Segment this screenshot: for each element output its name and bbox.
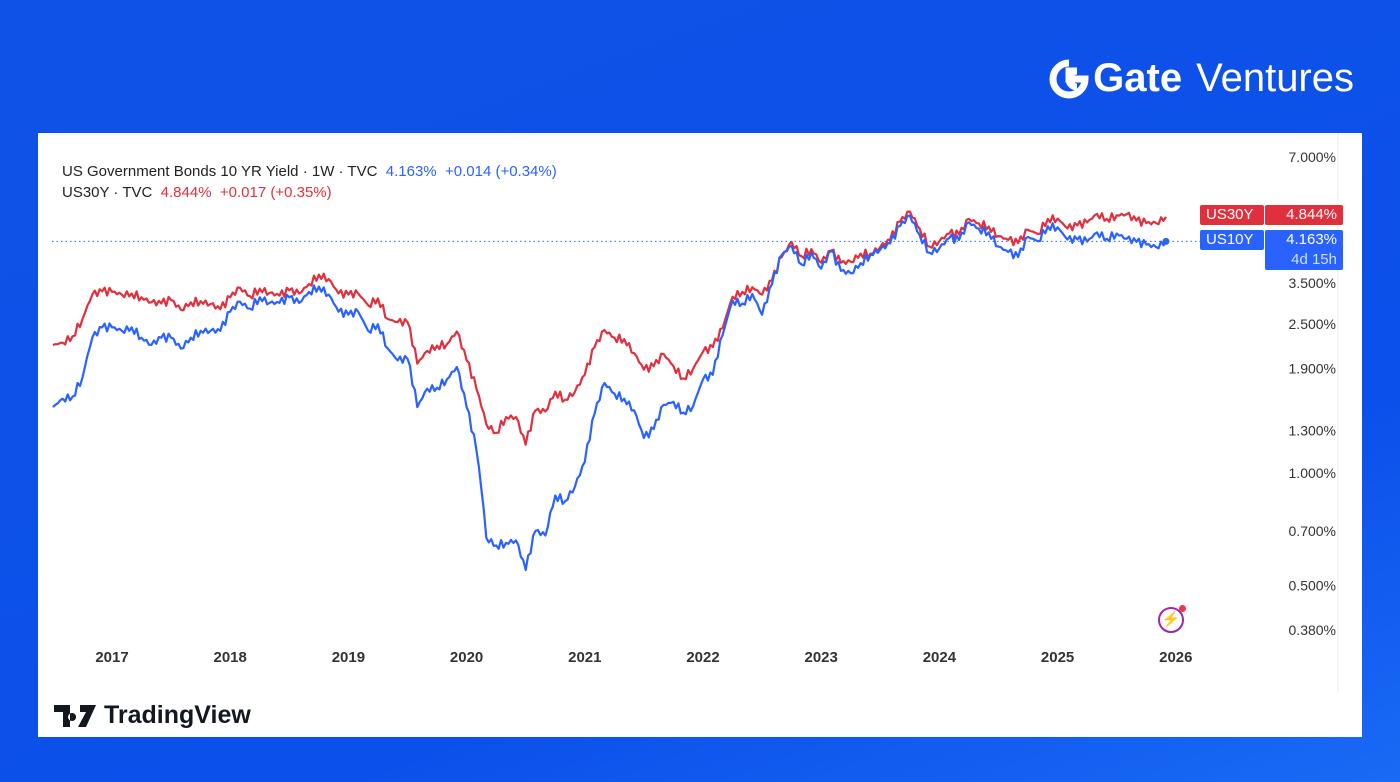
y-tick-label: 1.300% xyxy=(1289,422,1336,438)
y-tick-label: 3.500% xyxy=(1289,275,1336,291)
y-tick-label: 7.000% xyxy=(1289,149,1336,165)
brand-light: Ventures xyxy=(1196,56,1354,100)
legend-us30y: US30Y · TVC 4.844% +0.017 (+0.35%) xyxy=(62,182,557,203)
bar-countdown: 4d 15h xyxy=(1291,251,1337,268)
tradingview-logo-icon xyxy=(54,704,96,727)
x-tick-label: 2022 xyxy=(686,649,719,666)
brand-bold: Gate xyxy=(1093,56,1183,100)
gate-ventures-logo: Gate Ventures xyxy=(1049,56,1354,101)
us30y-value-tag: 4.844% xyxy=(1265,205,1343,225)
x-tick-label: 2017 xyxy=(95,649,128,666)
x-tick-label: 2020 xyxy=(450,649,483,666)
lightning-icon[interactable]: ⚡ xyxy=(1158,605,1186,633)
legend-value: 4.844% xyxy=(160,184,212,201)
x-tick-label: 2026 xyxy=(1159,649,1192,666)
us10y-value-tag: 4.163% 4d 15h xyxy=(1265,230,1343,270)
legend-change: +0.017 (+0.35%) xyxy=(219,184,332,201)
us10y-label-tag: US10Y xyxy=(1200,230,1264,250)
legend-title: US Government Bonds 10 YR Yield · 1W · T… xyxy=(62,163,378,180)
chart-card: 7.000% 3.500% 2.500% 1.900% 1.300% 1.000% 0.70… xyxy=(38,133,1362,737)
chart-svg[interactable]: 7.000% 3.500% 2.500% 1.900% 1.300% 1.000% 0.70… xyxy=(38,133,1362,737)
legend-change: +0.014 (+0.34%) xyxy=(444,163,557,180)
x-tick-label: 2025 xyxy=(1041,649,1074,666)
y-tick-label: 0.700% xyxy=(1289,523,1336,539)
x-tick-label: 2023 xyxy=(805,649,838,666)
series-line-us30y xyxy=(52,210,1167,446)
y-tick-label: 1.900% xyxy=(1289,361,1336,377)
x-tick-label: 2019 xyxy=(332,649,365,666)
legend-us10y: US Government Bonds 10 YR Yield · 1W · T… xyxy=(62,161,557,182)
y-tick-label: 1.000% xyxy=(1289,465,1336,481)
tradingview-text: TradingView xyxy=(104,701,251,729)
legend-value: 4.163% xyxy=(385,163,437,180)
y-tick-label: 0.380% xyxy=(1289,622,1336,638)
x-tick-label: 2024 xyxy=(923,649,957,666)
legend-title: US30Y · TVC xyxy=(62,184,153,201)
tradingview-logo: TradingView xyxy=(54,701,251,730)
gate-logo-icon xyxy=(1049,59,1089,98)
y-tick-label: 0.500% xyxy=(1289,577,1336,593)
chart-legend: US Government Bonds 10 YR Yield · 1W · T… xyxy=(62,161,557,203)
us30y-label-tag: US30Y xyxy=(1200,205,1264,225)
us10y-last-point xyxy=(1162,237,1170,245)
us10y-value: 4.163% xyxy=(1286,231,1337,248)
series-line-us10y xyxy=(52,214,1167,572)
x-tick-label: 2021 xyxy=(568,649,601,666)
x-tick-label: 2018 xyxy=(214,649,247,666)
y-tick-label: 2.500% xyxy=(1289,316,1336,332)
